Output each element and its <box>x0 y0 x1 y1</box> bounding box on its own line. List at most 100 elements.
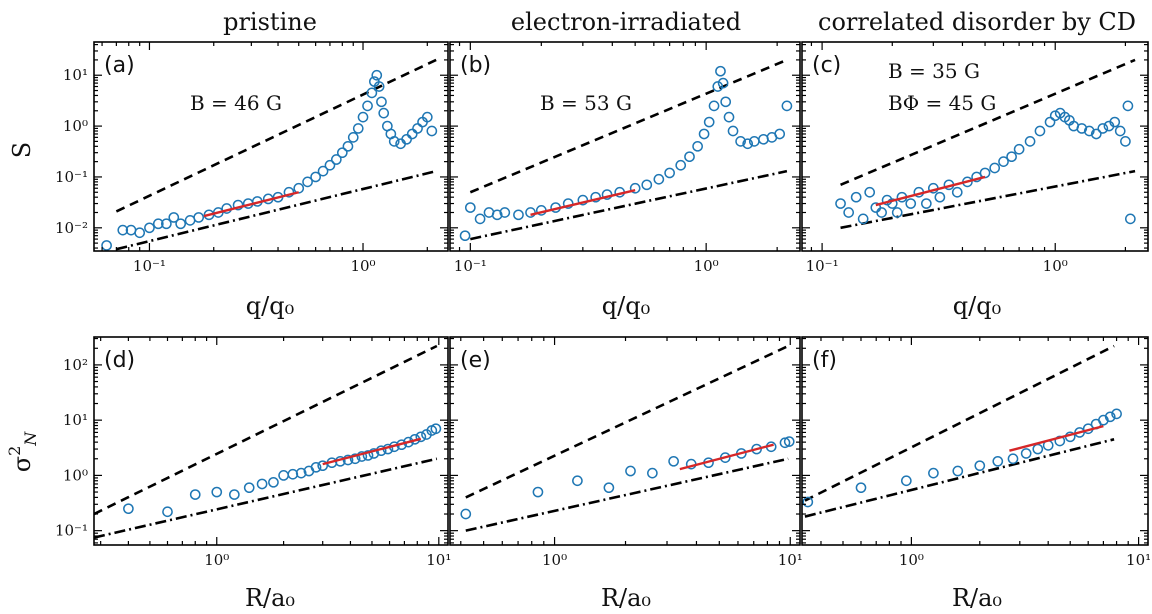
data-point <box>378 107 390 119</box>
data-point <box>727 125 739 137</box>
data-point <box>430 423 442 435</box>
y-tick-label: 10⁰ <box>63 466 88 484</box>
data-point <box>278 470 289 481</box>
data-point <box>1006 151 1017 163</box>
x-tick-label: 10⁰ <box>350 257 375 275</box>
data-point <box>232 199 244 211</box>
data-point <box>1013 143 1025 155</box>
data-point <box>1124 213 1136 225</box>
data-point <box>373 81 385 92</box>
panel-tag: (a) <box>104 53 135 78</box>
data-point <box>717 77 729 89</box>
data-point <box>735 136 746 147</box>
xlabel-top-b: q/q₀ <box>602 292 650 320</box>
data-point <box>998 156 1009 167</box>
data-point <box>989 162 1001 174</box>
data-point <box>1044 116 1056 128</box>
data-point <box>412 123 423 134</box>
data-point <box>979 167 991 179</box>
data-point <box>1007 453 1019 465</box>
data-point <box>532 486 544 498</box>
data-point <box>415 431 427 443</box>
data-point <box>123 503 134 515</box>
guide-dashed-line <box>840 58 1136 187</box>
x-tick-label: 10⁻¹ <box>454 257 487 275</box>
data-point <box>268 476 279 488</box>
data-point <box>1114 125 1126 137</box>
data-point <box>864 186 876 198</box>
data-point <box>161 218 172 230</box>
data-point <box>295 467 307 479</box>
data-point <box>406 128 418 140</box>
data-point <box>352 123 364 134</box>
data-point <box>779 437 791 449</box>
data-point <box>152 218 164 230</box>
data-point <box>1020 448 1032 459</box>
data-point <box>175 218 187 230</box>
data-point <box>653 173 665 185</box>
data-point <box>368 448 380 459</box>
data-point <box>876 207 887 218</box>
data-point <box>310 171 321 183</box>
panel-tag: (f) <box>812 348 837 373</box>
panel-tag: (e) <box>460 348 491 373</box>
data-point <box>708 100 720 112</box>
x-tick-label: 10¹ <box>1126 551 1151 569</box>
data-point <box>1083 125 1095 137</box>
data-point <box>371 69 383 81</box>
data-point <box>499 207 511 218</box>
data-point <box>900 475 912 487</box>
data-point <box>625 465 636 477</box>
data-point <box>421 111 433 123</box>
guide-dashed-line <box>804 344 1115 502</box>
guide-dashdot-line <box>465 457 789 532</box>
data-point <box>189 489 201 500</box>
y-tick-label: 10¹ <box>63 66 88 84</box>
data-point <box>117 224 129 236</box>
x-tick-label: 10⁰ <box>204 551 229 569</box>
data-point <box>1098 414 1109 426</box>
data-point <box>134 227 146 239</box>
xlabel-top-c: q/q₀ <box>953 292 1001 320</box>
data-point <box>144 222 155 234</box>
data-point <box>1097 123 1109 134</box>
guide-dashdot-line <box>116 169 437 251</box>
data-point <box>101 240 112 251</box>
xlabel-bottom-e: R/a₀ <box>601 584 651 612</box>
xlabel-bottom-f: R/a₀ <box>952 584 1002 612</box>
plot-area <box>101 58 438 251</box>
xlabel-bottom-d: R/a₀ <box>245 584 295 612</box>
data-point <box>426 125 438 137</box>
data-point <box>783 436 795 447</box>
data-point <box>324 159 336 171</box>
x-tick-label: 10⁰ <box>899 551 924 569</box>
data-point <box>491 209 503 221</box>
field-annotation: B = 35 G <box>888 59 980 83</box>
data-point <box>781 100 793 112</box>
data-point <box>577 194 589 206</box>
panel-tag: (d) <box>104 348 135 373</box>
x-tick-label: 10¹ <box>778 551 803 569</box>
panel-frame <box>801 336 1149 546</box>
fit-line <box>875 175 986 207</box>
fit-line <box>203 191 300 218</box>
data-point <box>952 465 964 477</box>
fit-line <box>1009 424 1104 452</box>
data-point <box>647 467 658 479</box>
panel-c: 10⁻¹ 10⁰ (c) B = 35 G BΦ = 45 G <box>801 41 1149 275</box>
data-point <box>855 482 867 494</box>
data-point <box>376 96 387 108</box>
panel-a: 10⁻¹ 10⁰ 10⁻² 10⁻¹ 10⁰ 10¹ (a) B = 46 G <box>55 41 449 275</box>
data-point <box>698 128 710 140</box>
fit-line <box>679 443 774 471</box>
data-point <box>362 450 374 461</box>
data-point <box>349 453 361 465</box>
data-point <box>603 482 615 494</box>
data-point <box>835 198 846 209</box>
data-point <box>572 475 583 487</box>
guide-dashed-line <box>115 58 437 213</box>
data-point <box>664 167 675 179</box>
data-point <box>905 198 917 209</box>
data-point <box>211 486 223 498</box>
guide-dashed-line <box>469 58 788 194</box>
